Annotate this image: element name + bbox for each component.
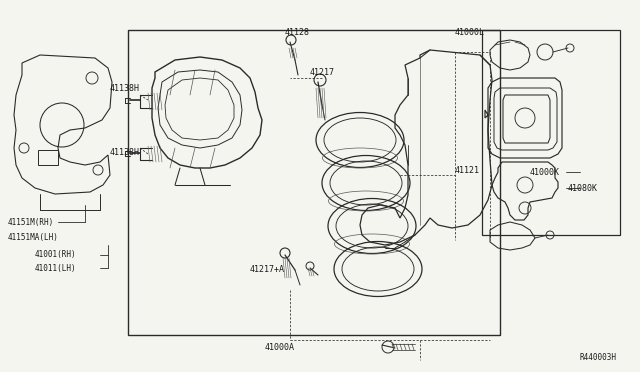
Text: 41000A: 41000A: [265, 343, 295, 353]
Text: 41000L: 41000L: [455, 28, 485, 36]
Text: 41128: 41128: [285, 28, 310, 36]
Text: 41217+A: 41217+A: [250, 266, 285, 275]
Text: 41138H: 41138H: [110, 83, 140, 93]
Bar: [128, 30, 500, 335]
Text: 41138H: 41138H: [110, 148, 140, 157]
Text: 41151MA(LH): 41151MA(LH): [8, 232, 59, 241]
Text: 41011(LH): 41011(LH): [35, 263, 77, 273]
Text: 41080K: 41080K: [568, 183, 598, 192]
Text: R440003H: R440003H: [580, 353, 617, 362]
Text: 41151M(RH): 41151M(RH): [8, 218, 54, 227]
Text: 41000K: 41000K: [530, 167, 560, 176]
Text: 41001(RH): 41001(RH): [35, 250, 77, 260]
Text: 41121: 41121: [455, 166, 480, 174]
Bar: [482, 30, 620, 235]
Text: 41217: 41217: [310, 67, 335, 77]
